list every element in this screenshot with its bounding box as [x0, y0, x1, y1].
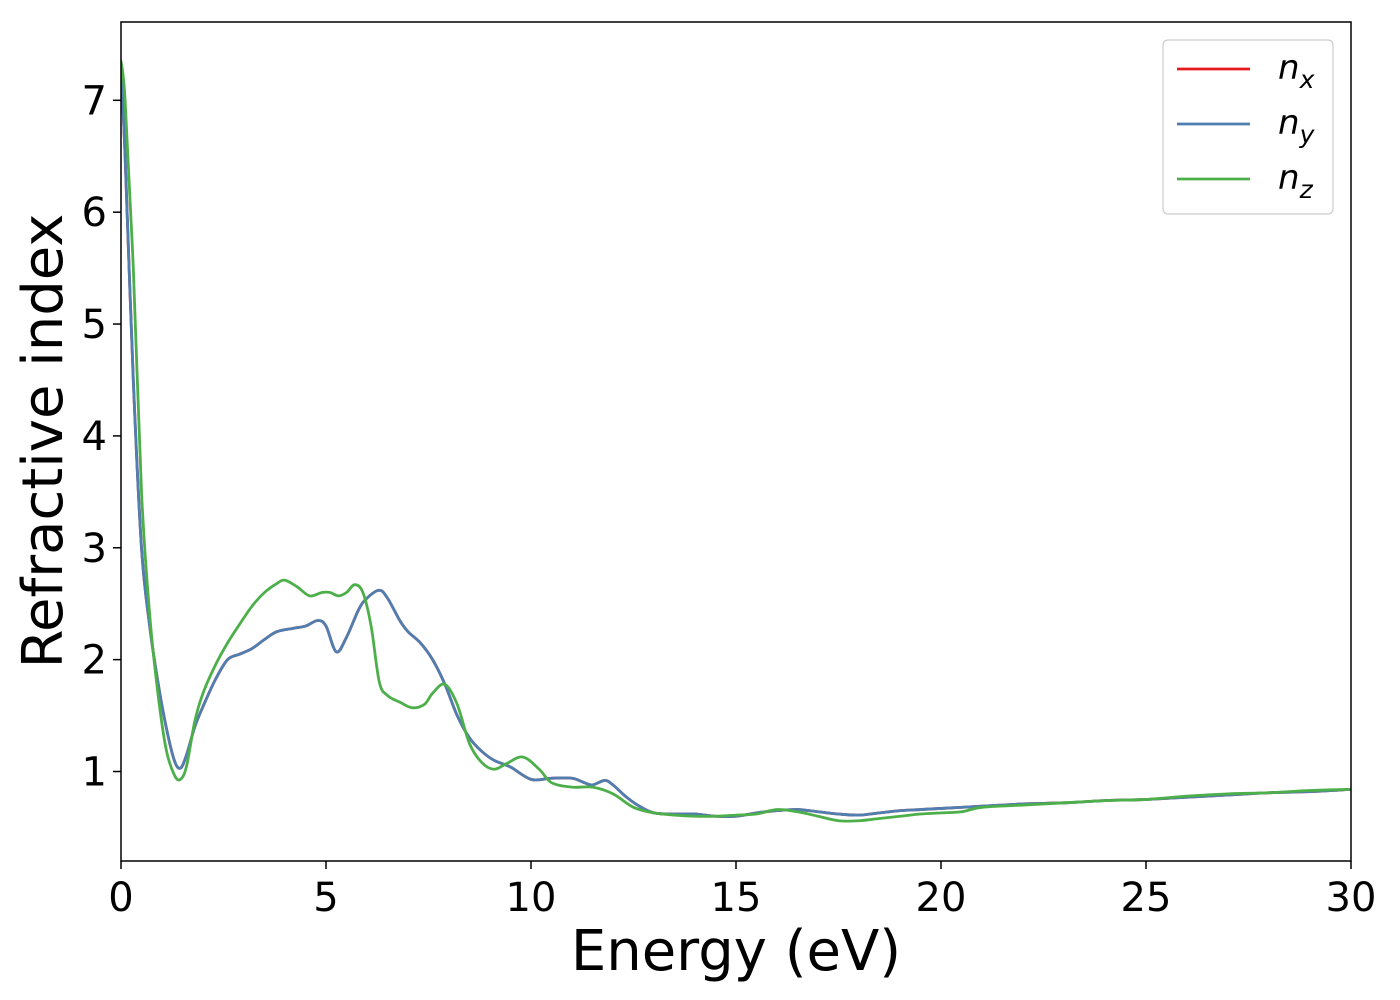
legend-label-ny: ny — [1278, 103, 1316, 149]
x-tick-label: 20 — [916, 875, 967, 921]
plot-area — [120, 21, 1352, 862]
y-tick-label: 1 — [82, 750, 107, 796]
y-tick-label: 2 — [82, 638, 107, 684]
y-tick-label: 6 — [82, 190, 107, 236]
x-tick-label: 10 — [506, 875, 557, 921]
x-tick-label: 30 — [1326, 875, 1377, 921]
x-axis-label: Energy (eV) — [571, 919, 901, 984]
y-axis-label: Refractive index — [11, 214, 76, 669]
x-tick-label: 15 — [711, 875, 762, 921]
legend: nx ny nz — [1162, 39, 1334, 215]
x-tick-label: 0 — [108, 875, 133, 921]
series-line-ny — [121, 65, 1351, 819]
x-tick-label: 5 — [313, 875, 338, 921]
legend-label-nx: nx — [1278, 48, 1315, 94]
x-tick-label: 25 — [1121, 875, 1172, 921]
y-tick-label: 3 — [82, 526, 107, 572]
series-lines — [121, 59, 1351, 823]
y-tick-label: 4 — [82, 414, 107, 460]
series-line-nz — [121, 59, 1351, 823]
y-tick-label: 7 — [82, 78, 107, 124]
y-axis-ticks: 1 2 3 4 5 6 7 — [82, 78, 121, 796]
legend-label-nz: nz — [1278, 158, 1314, 204]
legend-frame — [1162, 39, 1334, 215]
x-axis-ticks: 0 5 10 15 20 25 30 — [108, 861, 1376, 921]
y-tick-label: 5 — [82, 302, 107, 348]
